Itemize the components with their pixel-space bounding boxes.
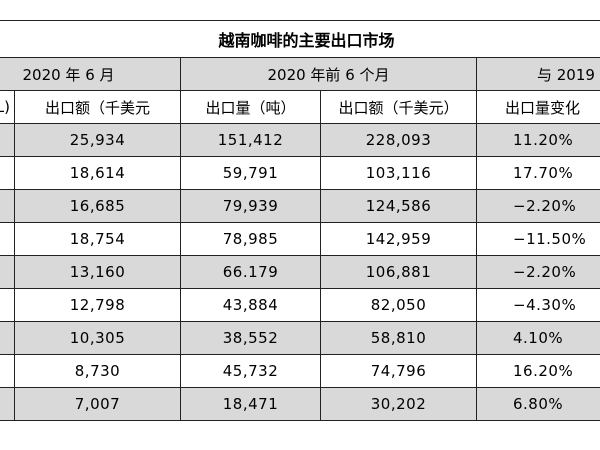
- table-row: 13,160 66.179 106,881 −2.20%: [0, 255, 600, 289]
- table-cell: 30,202: [320, 387, 477, 421]
- table-row: 25,934 151,412 228,093 11.20%: [0, 123, 600, 157]
- table-row: 18,754 78,985 142,959 −11.50%: [0, 222, 600, 256]
- table-cell: 43,884: [180, 288, 321, 322]
- table-cell: 13,160: [14, 255, 181, 289]
- table-cell: [0, 288, 15, 322]
- table-cell: 16.20%: [475, 354, 600, 388]
- table-cell: 25,934: [14, 123, 181, 157]
- table-cell: 38,552: [180, 321, 321, 355]
- table-cell: −11.50%: [475, 222, 600, 256]
- table-cell: 10,305: [14, 321, 181, 355]
- table-cell: 82,050: [320, 288, 477, 322]
- table-cell: 59,791: [180, 156, 321, 190]
- column-header-change: 出口量变化: [475, 90, 600, 124]
- table-cell: 11.20%: [475, 123, 600, 157]
- table-title: 越南咖啡的主要出口市场: [0, 20, 600, 58]
- table-cell: [0, 156, 15, 190]
- table-cell: [0, 189, 15, 223]
- table-cell: −2.20%: [475, 255, 600, 289]
- table-cell: 58,810: [320, 321, 477, 355]
- table-cell: [0, 387, 15, 421]
- table-cell: 17.70%: [475, 156, 600, 190]
- table-row: 16,685 79,939 124,586 −2.20%: [0, 189, 600, 223]
- column-header-first: L): [0, 90, 15, 124]
- table-cell: 45,732: [180, 354, 321, 388]
- table-cell: 18,754: [14, 222, 181, 256]
- table-cell: 79,939: [180, 189, 321, 223]
- table-row: 7,007 18,471 30,202 6.80%: [0, 387, 600, 421]
- table-cell: 16,685: [14, 189, 181, 223]
- column-header-jun-value: 出口额（千美元: [14, 90, 181, 124]
- table-cell: 124,586: [320, 189, 477, 223]
- group-header-compare: 与 2019: [475, 57, 600, 91]
- table-cell: 12,798: [14, 288, 181, 322]
- table-cell: 74,796: [320, 354, 477, 388]
- table-cell: 228,093: [320, 123, 477, 157]
- table-row: 8,730 45,732 74,796 16.20%: [0, 354, 600, 388]
- table-cell: 78,985: [180, 222, 321, 256]
- table-row: 10,305 38,552 58,810 4.10%: [0, 321, 600, 355]
- table-cell: [0, 222, 15, 256]
- table-cell: 106,881: [320, 255, 477, 289]
- coffee-export-table: 越南咖啡的主要出口市场 2020 年 6 月 2020 年前 6 个月 与 20…: [0, 20, 600, 421]
- table-cell: 4.10%: [475, 321, 600, 355]
- table-cell: 7,007: [14, 387, 181, 421]
- table-cell: 6.80%: [475, 387, 600, 421]
- column-header-h1-volume: 出口量（吨）: [180, 90, 321, 124]
- group-header-row: 2020 年 6 月 2020 年前 6 个月 与 2019: [0, 57, 600, 91]
- table-row: 18,614 59,791 103,116 17.70%: [0, 156, 600, 190]
- group-header-h1: 2020 年前 6 个月: [180, 57, 477, 91]
- table-cell: [0, 321, 15, 355]
- table-cell: −2.20%: [475, 189, 600, 223]
- title-row: 越南咖啡的主要出口市场: [0, 20, 600, 58]
- table-cell: 103,116: [320, 156, 477, 190]
- table-cell: −4.30%: [475, 288, 600, 322]
- table-cell: 18,471: [180, 387, 321, 421]
- table-cell: 142,959: [320, 222, 477, 256]
- table-cell: 66.179: [180, 255, 321, 289]
- table-cell: 18,614: [14, 156, 181, 190]
- group-header-jun: 2020 年 6 月: [0, 57, 181, 91]
- table-cell: [0, 255, 15, 289]
- table-cell: [0, 123, 15, 157]
- table-cell: [0, 354, 15, 388]
- table-row: 12,798 43,884 82,050 −4.30%: [0, 288, 600, 322]
- column-header-h1-value: 出口额（千美元）: [320, 90, 477, 124]
- column-header-row: L) 出口额（千美元 出口量（吨） 出口额（千美元） 出口量变化: [0, 90, 600, 124]
- table-cell: 8,730: [14, 354, 181, 388]
- table-cell: 151,412: [180, 123, 321, 157]
